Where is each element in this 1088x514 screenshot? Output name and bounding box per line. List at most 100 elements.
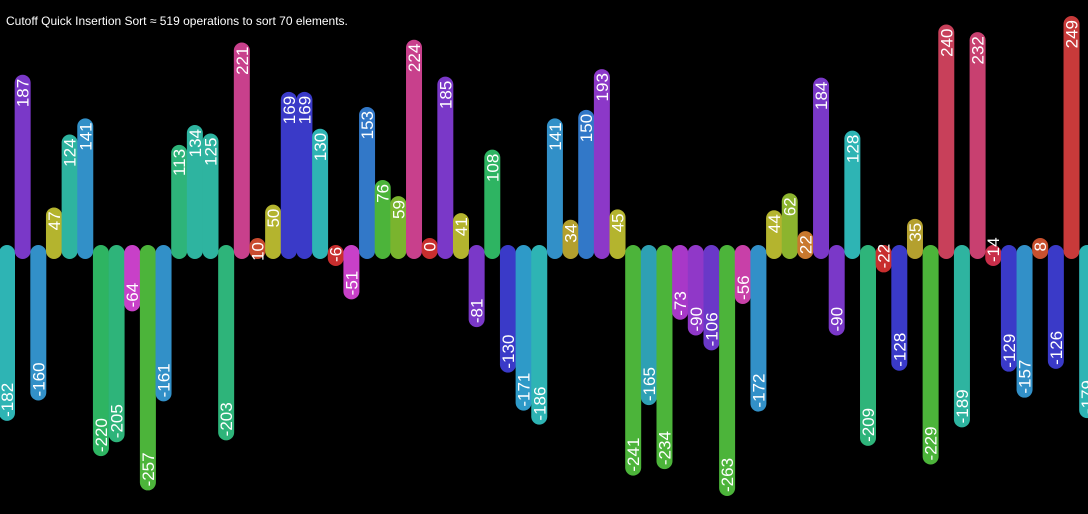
bar bbox=[359, 106, 376, 260]
bar bbox=[296, 91, 313, 259]
bar bbox=[30, 245, 47, 401]
bar bbox=[92, 245, 109, 457]
bar-value-label: 10 bbox=[248, 242, 267, 261]
bar-value-label: -189 bbox=[953, 389, 972, 423]
bar bbox=[953, 245, 970, 428]
bar-value-label: -106 bbox=[702, 312, 721, 346]
bar bbox=[593, 69, 610, 260]
bar bbox=[969, 32, 986, 259]
bar-value-label: 124 bbox=[61, 138, 80, 166]
bar bbox=[218, 245, 235, 441]
bar-value-label: -81 bbox=[468, 299, 487, 324]
bar bbox=[155, 245, 172, 402]
bar bbox=[703, 245, 720, 351]
bar-value-label: 141 bbox=[76, 122, 95, 150]
bar bbox=[844, 130, 861, 259]
bar-value-label: -220 bbox=[92, 418, 111, 452]
bar bbox=[656, 245, 673, 470]
bar-value-label: 224 bbox=[405, 44, 424, 72]
bar-value-label: 169 bbox=[280, 96, 299, 124]
bar-value-label: -73 bbox=[671, 291, 690, 316]
bar-value-label: 8 bbox=[1031, 242, 1050, 251]
bar bbox=[233, 42, 250, 260]
bar-value-label: 35 bbox=[906, 223, 925, 242]
bar bbox=[766, 210, 783, 259]
bar bbox=[171, 144, 188, 259]
bar-value-label: 193 bbox=[593, 73, 612, 101]
bar-value-label: 44 bbox=[765, 214, 784, 233]
bar-value-label: 240 bbox=[937, 29, 956, 57]
bar bbox=[0, 245, 15, 421]
bar bbox=[531, 245, 548, 425]
bar bbox=[860, 245, 877, 446]
bar-value-label: 41 bbox=[452, 217, 471, 236]
bar-value-label: 45 bbox=[609, 213, 628, 232]
chart-title: Cutoff Quick Insertion Sort ≈ 519 operat… bbox=[6, 14, 348, 28]
bar-value-label: -263 bbox=[718, 458, 737, 492]
bar bbox=[640, 245, 657, 406]
bar bbox=[906, 218, 923, 259]
bar-value-label: -186 bbox=[530, 387, 549, 421]
bar-value-label: 113 bbox=[170, 149, 189, 176]
bar bbox=[813, 77, 830, 260]
bar-value-label: -64 bbox=[123, 283, 142, 308]
bar-value-label: -51 bbox=[342, 271, 361, 296]
bar-value-label: -161 bbox=[155, 363, 174, 397]
bar-value-label: 184 bbox=[812, 82, 831, 110]
bar-value-label: -160 bbox=[29, 362, 48, 396]
bar-value-label: 128 bbox=[843, 135, 862, 163]
bar-value-label: 169 bbox=[295, 96, 314, 124]
bar bbox=[202, 133, 219, 259]
bar bbox=[672, 245, 689, 320]
bar-value-label: -229 bbox=[922, 426, 941, 460]
bar bbox=[390, 196, 407, 259]
bar bbox=[1032, 238, 1049, 259]
bar bbox=[625, 245, 642, 476]
bar bbox=[609, 209, 626, 259]
bar-value-label: -90 bbox=[828, 307, 847, 332]
bar-value-label: -171 bbox=[515, 373, 534, 407]
bar-value-label: -203 bbox=[217, 402, 236, 436]
bar bbox=[421, 238, 438, 259]
bar-value-label: 130 bbox=[311, 133, 330, 161]
bar-value-label: -128 bbox=[890, 333, 909, 367]
bar-value-label: 153 bbox=[358, 111, 377, 139]
bar-value-label: 0 bbox=[421, 242, 440, 251]
bar-value-label: -241 bbox=[624, 438, 643, 472]
bar-value-label: -6 bbox=[327, 247, 346, 262]
bar bbox=[875, 245, 892, 273]
bar bbox=[781, 193, 798, 259]
bar bbox=[45, 207, 62, 259]
bar-value-label: -182 bbox=[0, 383, 17, 417]
bar-value-label: 62 bbox=[781, 197, 800, 216]
bar bbox=[734, 245, 751, 304]
bar-value-label: -172 bbox=[749, 374, 768, 408]
bar bbox=[546, 118, 563, 259]
bar-value-label: -56 bbox=[734, 275, 753, 300]
bar bbox=[452, 213, 469, 259]
bar bbox=[124, 245, 141, 312]
bar bbox=[1047, 245, 1064, 369]
bar bbox=[1016, 245, 1033, 398]
bar-value-label: 187 bbox=[14, 79, 33, 107]
bar bbox=[985, 245, 1002, 266]
bar-value-label: 249 bbox=[1063, 20, 1082, 48]
bar-value-label: -157 bbox=[1016, 360, 1035, 394]
bar bbox=[61, 134, 78, 259]
bar-value-label: -130 bbox=[499, 335, 518, 369]
bar bbox=[719, 245, 736, 496]
bar-value-label: 134 bbox=[186, 129, 205, 157]
bar bbox=[578, 109, 595, 259]
bar bbox=[374, 179, 391, 259]
bar-value-label: -165 bbox=[640, 367, 659, 401]
bar bbox=[327, 245, 344, 266]
bar bbox=[938, 24, 955, 259]
bar bbox=[249, 238, 266, 259]
bar-value-label: -126 bbox=[1047, 331, 1066, 365]
bar bbox=[108, 245, 125, 443]
bar-value-label: -209 bbox=[859, 408, 878, 442]
bar-value-label: 108 bbox=[483, 154, 502, 182]
bar bbox=[1079, 245, 1088, 419]
bar bbox=[406, 39, 423, 259]
